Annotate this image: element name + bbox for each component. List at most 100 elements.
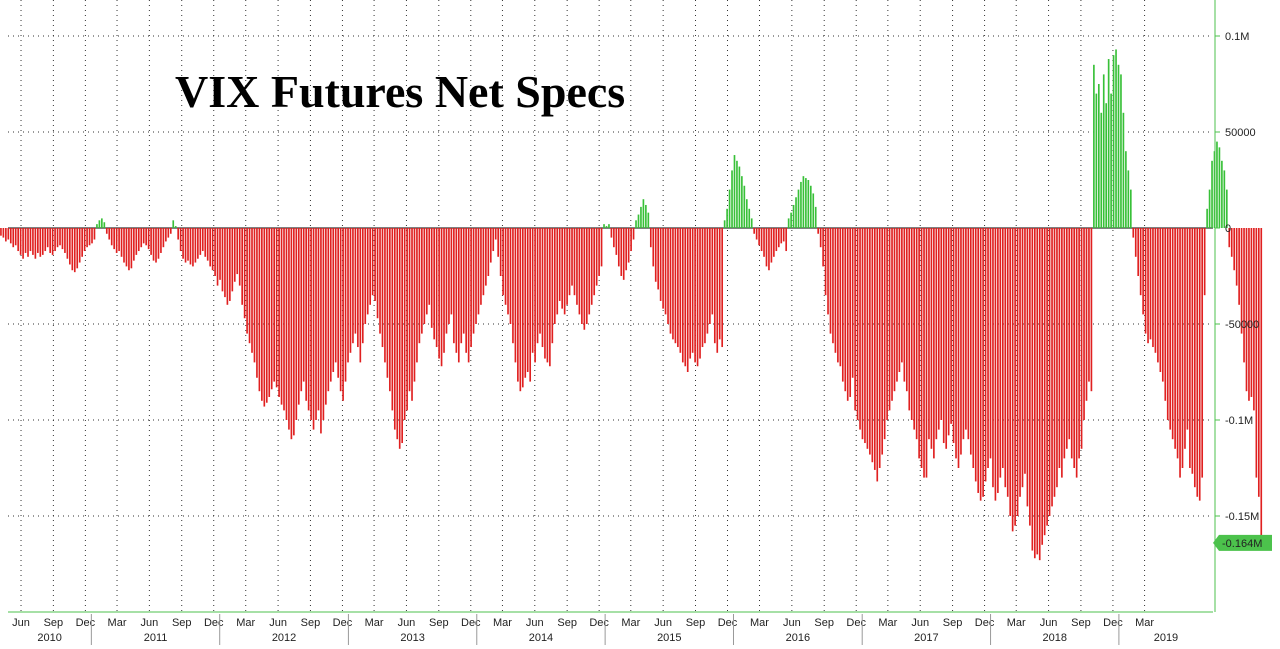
bar	[608, 224, 610, 228]
bar	[864, 228, 866, 444]
x-month-label: Jun	[12, 617, 30, 629]
bar	[1068, 228, 1071, 440]
bar	[1154, 228, 1157, 353]
bar	[258, 228, 261, 392]
bar	[647, 212, 650, 228]
last-value-badge	[1219, 534, 1272, 551]
bar	[1218, 147, 1221, 228]
bar	[1203, 228, 1206, 296]
bar	[305, 228, 307, 401]
bar	[1009, 228, 1012, 516]
bar	[327, 228, 330, 392]
bar	[923, 228, 925, 478]
bar	[908, 228, 911, 411]
bar	[366, 228, 369, 315]
x-year-label: 2010	[37, 632, 61, 644]
bar	[822, 228, 824, 267]
bar	[512, 228, 514, 344]
bar	[396, 228, 399, 440]
x-month-label: Dec	[589, 617, 609, 629]
bar	[425, 228, 428, 315]
bar	[128, 228, 130, 271]
bar	[438, 228, 440, 359]
x-month-label: Mar	[621, 617, 640, 629]
bar	[536, 228, 539, 344]
bar	[640, 206, 642, 228]
bar	[588, 228, 591, 315]
x-month-label: Jun	[654, 617, 672, 629]
bar	[1260, 228, 1263, 543]
bar	[182, 228, 184, 259]
bar	[1048, 228, 1051, 516]
bar	[462, 228, 465, 334]
bar	[686, 228, 689, 372]
bar	[649, 228, 652, 248]
bar	[147, 228, 150, 250]
bar	[1125, 151, 1127, 228]
bar	[337, 228, 339, 378]
bar	[329, 228, 332, 382]
bar	[275, 228, 278, 388]
bar	[88, 228, 91, 246]
bar	[219, 228, 221, 280]
bar	[268, 228, 271, 397]
bar	[1132, 228, 1135, 238]
bar	[795, 197, 797, 228]
bar	[93, 228, 96, 240]
bar	[2, 228, 5, 238]
bar	[1240, 228, 1243, 334]
bar	[662, 228, 664, 309]
bar	[1075, 228, 1078, 478]
bar	[935, 228, 938, 440]
bar	[224, 228, 226, 298]
bar	[637, 214, 640, 228]
bar	[891, 228, 893, 401]
bar	[1235, 228, 1238, 286]
bar	[241, 228, 243, 305]
bar	[376, 228, 379, 319]
last-value-label: -0.164M	[1222, 538, 1262, 550]
bar	[723, 220, 726, 228]
bar	[797, 189, 800, 228]
bar	[1112, 55, 1115, 229]
bar	[563, 228, 566, 315]
x-month-label: Dec	[1103, 617, 1123, 629]
y-tick-label: -50000	[1225, 319, 1259, 331]
bar	[349, 228, 352, 353]
bar	[172, 220, 175, 228]
bar	[524, 228, 527, 378]
bar	[817, 228, 820, 234]
bar	[317, 228, 320, 411]
bar	[177, 228, 179, 240]
bar	[896, 228, 898, 382]
y-tick-label: -0.1M	[1225, 415, 1253, 427]
bar	[849, 228, 852, 397]
bar	[829, 228, 832, 334]
bar	[1159, 228, 1162, 372]
bar	[302, 228, 305, 382]
bar	[1029, 228, 1031, 526]
bar	[861, 228, 864, 440]
bar	[701, 228, 704, 348]
bar	[1238, 228, 1240, 305]
bar	[199, 228, 202, 255]
x-month-label: Mar	[236, 617, 255, 629]
bar	[568, 228, 571, 296]
bar	[585, 228, 588, 324]
bar	[1169, 228, 1172, 430]
bar	[709, 228, 711, 324]
bar	[526, 228, 529, 372]
bar	[905, 228, 908, 392]
bar	[73, 228, 76, 273]
bar	[664, 228, 667, 315]
bar	[1038, 228, 1041, 561]
bar	[137, 228, 140, 252]
bar	[1100, 112, 1103, 228]
bar	[1161, 228, 1164, 382]
bar	[123, 228, 125, 263]
bar	[888, 228, 891, 411]
bar	[1031, 228, 1034, 551]
bar	[49, 228, 51, 253]
bar	[421, 228, 423, 334]
